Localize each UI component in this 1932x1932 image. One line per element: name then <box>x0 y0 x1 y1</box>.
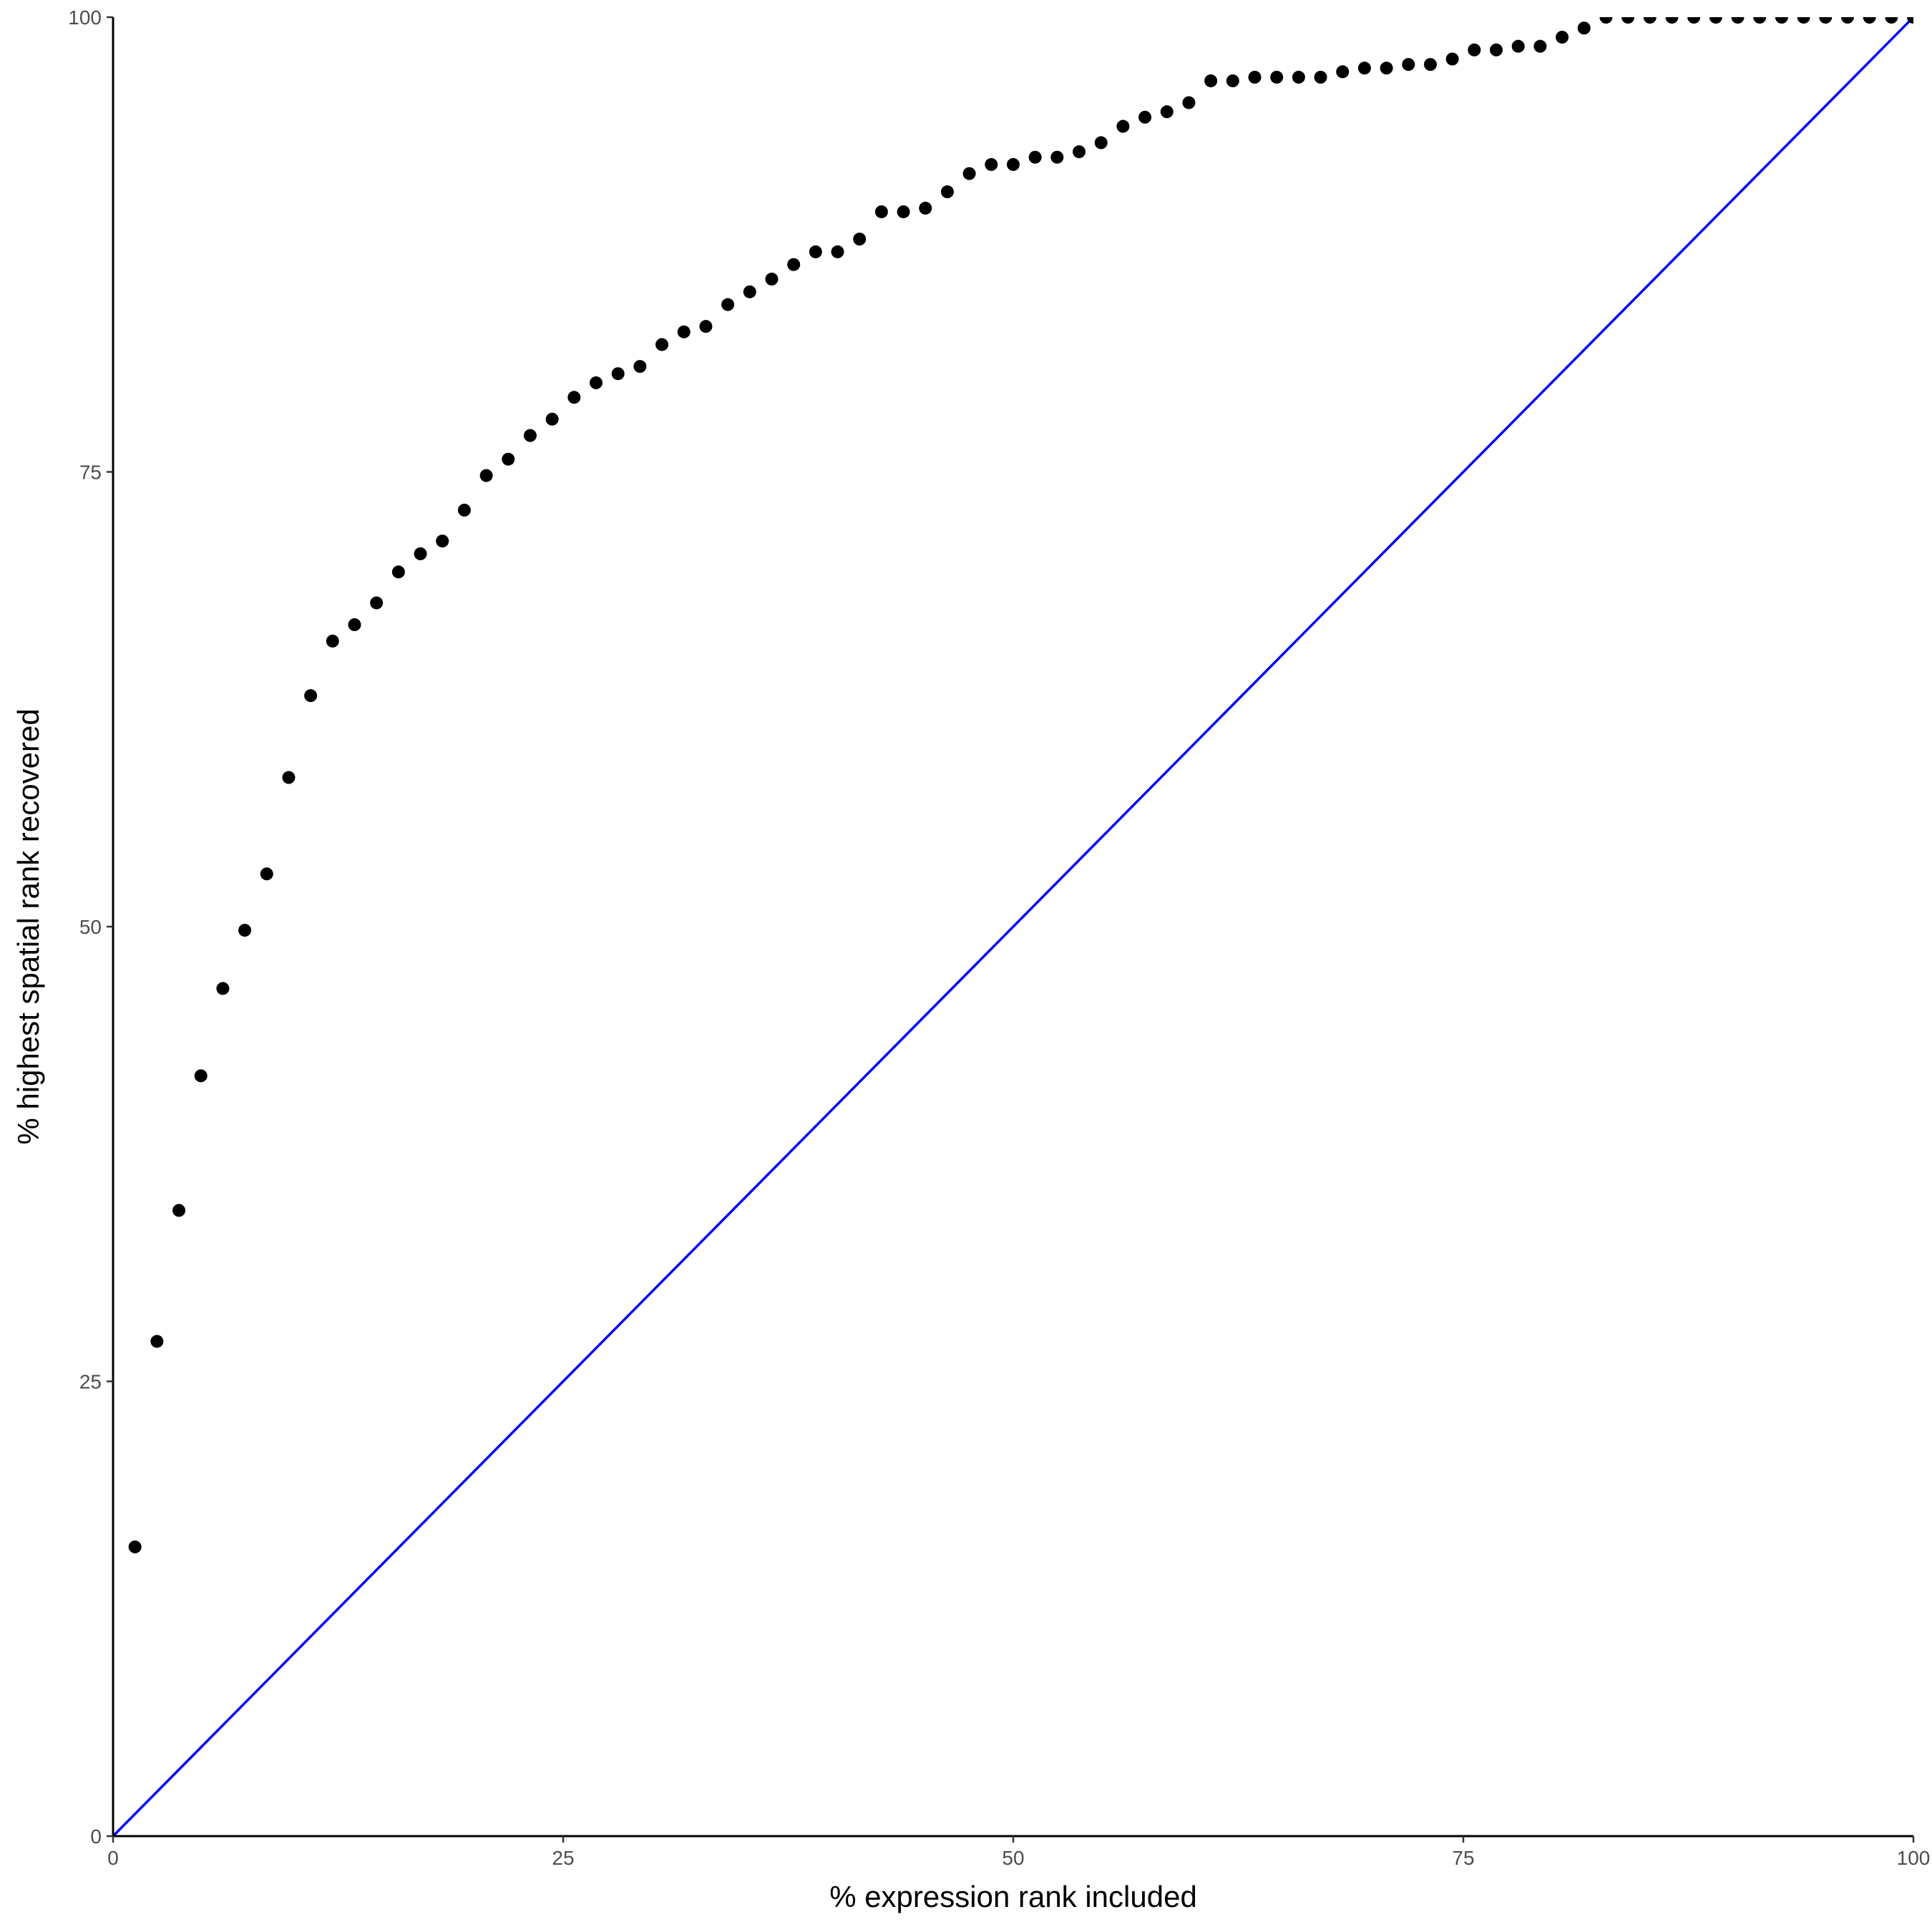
y-tick-label: 50 <box>79 916 102 938</box>
y-tick-label: 25 <box>79 1371 102 1393</box>
data-point <box>1731 17 1745 24</box>
data-point <box>721 298 735 311</box>
data-point <box>831 245 844 258</box>
data-point <box>1445 52 1459 66</box>
data-point <box>1490 43 1503 57</box>
data-point <box>326 634 339 648</box>
data-point <box>940 185 954 199</box>
data-point <box>523 429 537 442</box>
data-point <box>1380 62 1393 75</box>
data-point <box>1863 17 1876 24</box>
data-point <box>194 1069 208 1083</box>
data-point <box>590 376 603 389</box>
data-point <box>919 201 932 215</box>
data-point <box>1007 157 1020 171</box>
data-point <box>348 618 361 632</box>
points-layer <box>128 17 1913 1553</box>
data-point <box>1248 70 1262 84</box>
data-point <box>1533 39 1547 53</box>
x-tick-label: 25 <box>552 1847 574 1869</box>
data-point <box>1270 70 1284 84</box>
data-point <box>545 412 559 426</box>
data-point <box>985 157 998 171</box>
data-point <box>1621 17 1635 24</box>
data-point <box>282 771 296 784</box>
data-point <box>1160 105 1174 119</box>
data-point <box>128 1540 142 1553</box>
data-point <box>414 547 427 560</box>
data-point <box>1797 17 1810 24</box>
data-point <box>1116 119 1130 133</box>
x-tick-label: 75 <box>1452 1847 1474 1869</box>
data-point <box>809 245 822 258</box>
y-axis-title: % highest spatial rank recovered <box>11 708 45 1144</box>
data-point <box>1138 110 1152 124</box>
data-point <box>874 205 888 218</box>
data-point <box>1907 17 1913 24</box>
data-point <box>1423 58 1437 72</box>
data-point <box>1050 150 1064 164</box>
data-point <box>743 285 756 298</box>
data-point <box>1073 145 1086 159</box>
data-point <box>457 503 471 517</box>
x-tick-label: 0 <box>107 1847 119 1869</box>
data-point <box>1511 39 1525 53</box>
data-point <box>1226 74 1239 87</box>
data-point <box>1357 62 1371 75</box>
data-point <box>567 391 581 404</box>
data-point <box>1819 17 1833 24</box>
data-point <box>1336 65 1350 79</box>
data-point <box>150 1335 164 1348</box>
y-tick-label: 75 <box>79 462 102 484</box>
data-point <box>611 367 625 381</box>
data-point <box>1753 17 1767 24</box>
data-point <box>1182 96 1196 109</box>
y-tick-label: 0 <box>90 1825 102 1848</box>
data-point <box>304 689 318 703</box>
data-point <box>765 273 779 286</box>
data-point <box>633 360 647 374</box>
data-point <box>1577 21 1591 35</box>
data-point <box>1028 150 1042 164</box>
data-point <box>787 258 801 271</box>
ticks-layer: 0 25 50 75 100 0 25 50 75 100 <box>68 6 1930 1869</box>
data-point <box>436 535 449 548</box>
data-point <box>1665 17 1679 24</box>
data-point <box>1468 43 1481 57</box>
data-point <box>1292 70 1305 84</box>
data-point <box>391 565 405 579</box>
data-point <box>1599 17 1613 24</box>
x-tick-label: 100 <box>1897 1847 1931 1869</box>
data-point <box>216 982 230 995</box>
data-point <box>655 338 669 351</box>
data-point <box>1402 58 1415 72</box>
data-point <box>897 205 910 218</box>
data-point <box>1840 17 1854 24</box>
x-tick-label: 50 <box>1002 1847 1024 1869</box>
reference-line <box>113 17 1913 1836</box>
data-point <box>1314 70 1327 84</box>
data-point <box>1687 17 1701 24</box>
data-point <box>1556 30 1569 44</box>
data-point <box>1643 17 1657 24</box>
y-tick-label: 100 <box>68 6 102 29</box>
data-point <box>699 320 713 333</box>
data-point <box>1204 74 1218 87</box>
data-point <box>1709 17 1722 24</box>
reference-line-layer <box>113 17 1913 1836</box>
data-point <box>172 1204 186 1217</box>
x-axis-title: % expression rank included <box>829 1880 1197 1913</box>
data-point <box>370 596 384 610</box>
data-point <box>853 233 867 246</box>
data-point <box>677 325 691 338</box>
data-point <box>260 867 273 881</box>
data-point <box>479 469 493 482</box>
data-point <box>1094 136 1108 150</box>
data-point <box>238 924 252 937</box>
data-point <box>502 452 515 466</box>
data-point <box>962 167 976 180</box>
data-point <box>1885 17 1898 24</box>
data-point <box>1775 17 1788 24</box>
